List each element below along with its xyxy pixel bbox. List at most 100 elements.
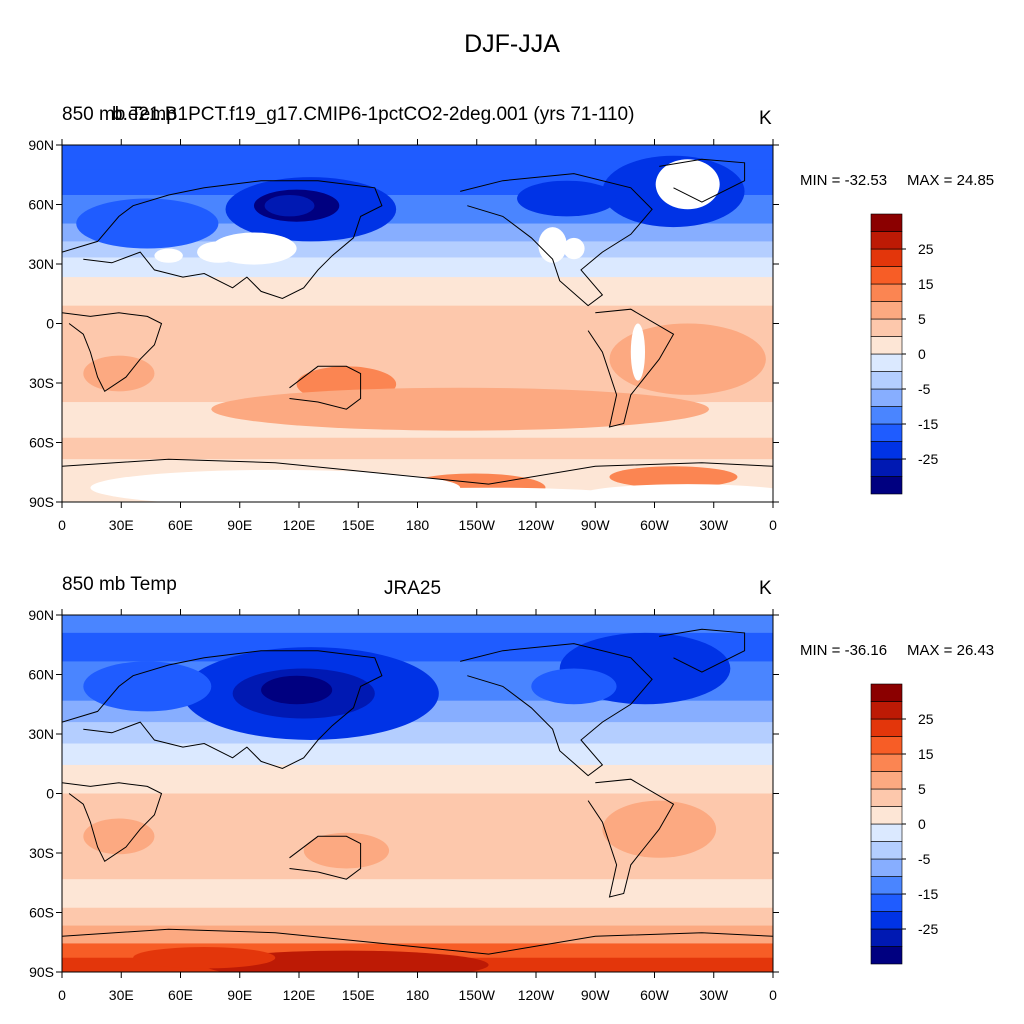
lon-tick-label: 120W — [518, 517, 555, 533]
contour-region — [261, 675, 333, 705]
contour-region — [83, 355, 155, 392]
min-label: MIN = -36.16 — [800, 642, 888, 659]
colorbar-swatch — [870, 701, 903, 720]
lat-tick-label: 30N — [28, 256, 54, 272]
colorbar-swatch — [870, 858, 903, 877]
colorbar-label: 15 — [918, 746, 934, 762]
lon-tick-label: 0 — [58, 517, 66, 533]
coastline — [62, 782, 163, 863]
lon-tick-label: 150E — [342, 987, 375, 1003]
lon-tick-label: 60E — [168, 517, 193, 533]
colorbar-label: -25 — [918, 451, 938, 467]
colorbar-swatch — [870, 788, 903, 807]
lat-tick-label: 90N — [28, 137, 54, 153]
contour-band — [62, 764, 773, 794]
panel-center-title: JRA25 — [384, 578, 442, 599]
lon-tick-label: 60W — [640, 517, 670, 533]
missing-data-region — [581, 484, 773, 502]
colorbar-swatch — [870, 911, 903, 930]
lat-tick-label: 30N — [28, 726, 54, 742]
colorbar-label: 25 — [918, 711, 934, 727]
colorbar-label: 5 — [918, 311, 926, 327]
colorbar-swatch — [870, 336, 903, 355]
lon-tick-label: 0 — [58, 987, 66, 1003]
colorbar-swatch — [870, 771, 903, 790]
colorbar-swatch — [870, 318, 903, 337]
colorbar-swatch — [870, 458, 903, 477]
missing-data-region — [655, 159, 720, 210]
missing-data-region — [154, 248, 183, 263]
contour-region — [517, 180, 617, 217]
contour-region — [609, 466, 738, 488]
lat-tick-label: 90S — [29, 964, 54, 980]
missing-data-region — [197, 241, 240, 263]
colorbar-label: 15 — [918, 276, 934, 292]
contour-band — [62, 615, 773, 634]
contour-band — [62, 879, 773, 909]
colorbar-label: 0 — [918, 816, 926, 832]
colorbar-label: 25 — [918, 241, 934, 257]
colorbar-swatch — [870, 753, 903, 772]
colorbar-swatch — [870, 283, 903, 302]
min-label: MIN = -32.53 — [800, 172, 888, 189]
lat-tick-label: 0 — [46, 786, 54, 802]
colorbar-swatch — [870, 371, 903, 390]
colorbar-swatch — [870, 736, 903, 755]
lon-tick-label: 150W — [458, 517, 495, 533]
figure-title: DJF-JJA — [464, 30, 560, 58]
lat-tick-label: 0 — [46, 316, 54, 332]
coastline — [62, 180, 383, 300]
coastline — [62, 928, 773, 955]
reanalysis-colorbar: 25 15 5 0 -5 -15 -25 — [870, 683, 938, 965]
colorbar-label: 0 — [918, 346, 926, 362]
lon-tick-label: 90E — [227, 987, 252, 1003]
colorbar-swatch — [870, 928, 903, 947]
panel-left-title: 850 mb Temp — [62, 104, 177, 125]
lon-tick-label: 30E — [109, 987, 134, 1003]
lon-tick-label: 90W — [581, 987, 611, 1003]
colorbar-swatch — [870, 266, 903, 285]
contour-region — [83, 661, 212, 712]
panel-units: K — [759, 578, 772, 599]
colorbar-swatch — [870, 423, 903, 442]
lat-tick-label: 60N — [28, 667, 54, 683]
panel-center-title: b.e21.B1PCT.f19_g17.CMIP6-1pctCO2-2deg.0… — [112, 104, 635, 125]
lon-tick-label: 120E — [283, 987, 316, 1003]
colorbar-label: -5 — [918, 381, 931, 397]
contour-region — [531, 668, 617, 705]
model-colorbar: 25 15 5 0 -5 -15 -25 — [870, 213, 938, 495]
coastline — [62, 650, 383, 770]
lon-tick-label: 90W — [581, 517, 611, 533]
panel-units: K — [759, 108, 772, 129]
map-field — [62, 145, 773, 502]
panel-left-title: 850 mb Temp — [62, 574, 177, 595]
colorbar-swatch — [870, 248, 903, 267]
lat-tick-label: 60N — [28, 197, 54, 213]
contour-region — [76, 198, 219, 249]
lon-tick-label: 90E — [227, 517, 252, 533]
colorbar-swatch — [870, 876, 903, 895]
colorbar-swatch — [870, 476, 903, 495]
lon-tick-label: 30W — [699, 517, 729, 533]
contour-region — [303, 832, 390, 869]
colorbar-label: -25 — [918, 921, 938, 937]
contour-region — [264, 194, 315, 217]
colorbar-swatch — [870, 231, 903, 250]
coastline — [460, 173, 653, 307]
colorbar-swatch — [870, 823, 903, 842]
coastline — [587, 778, 675, 898]
contour-region — [204, 950, 489, 972]
colorbar-label: -15 — [918, 886, 938, 902]
lon-tick-label: 30W — [699, 987, 729, 1003]
coastline — [659, 158, 746, 203]
colorbar-swatch — [870, 213, 903, 232]
contour-region — [83, 818, 155, 855]
lon-tick-label: 0 — [769, 517, 777, 533]
missing-data-region — [538, 227, 567, 263]
lon-tick-label: 180 — [406, 517, 430, 533]
coastline — [587, 308, 675, 428]
coastline — [460, 643, 653, 777]
lon-tick-label: 150E — [342, 517, 375, 533]
contour-band — [62, 277, 773, 307]
